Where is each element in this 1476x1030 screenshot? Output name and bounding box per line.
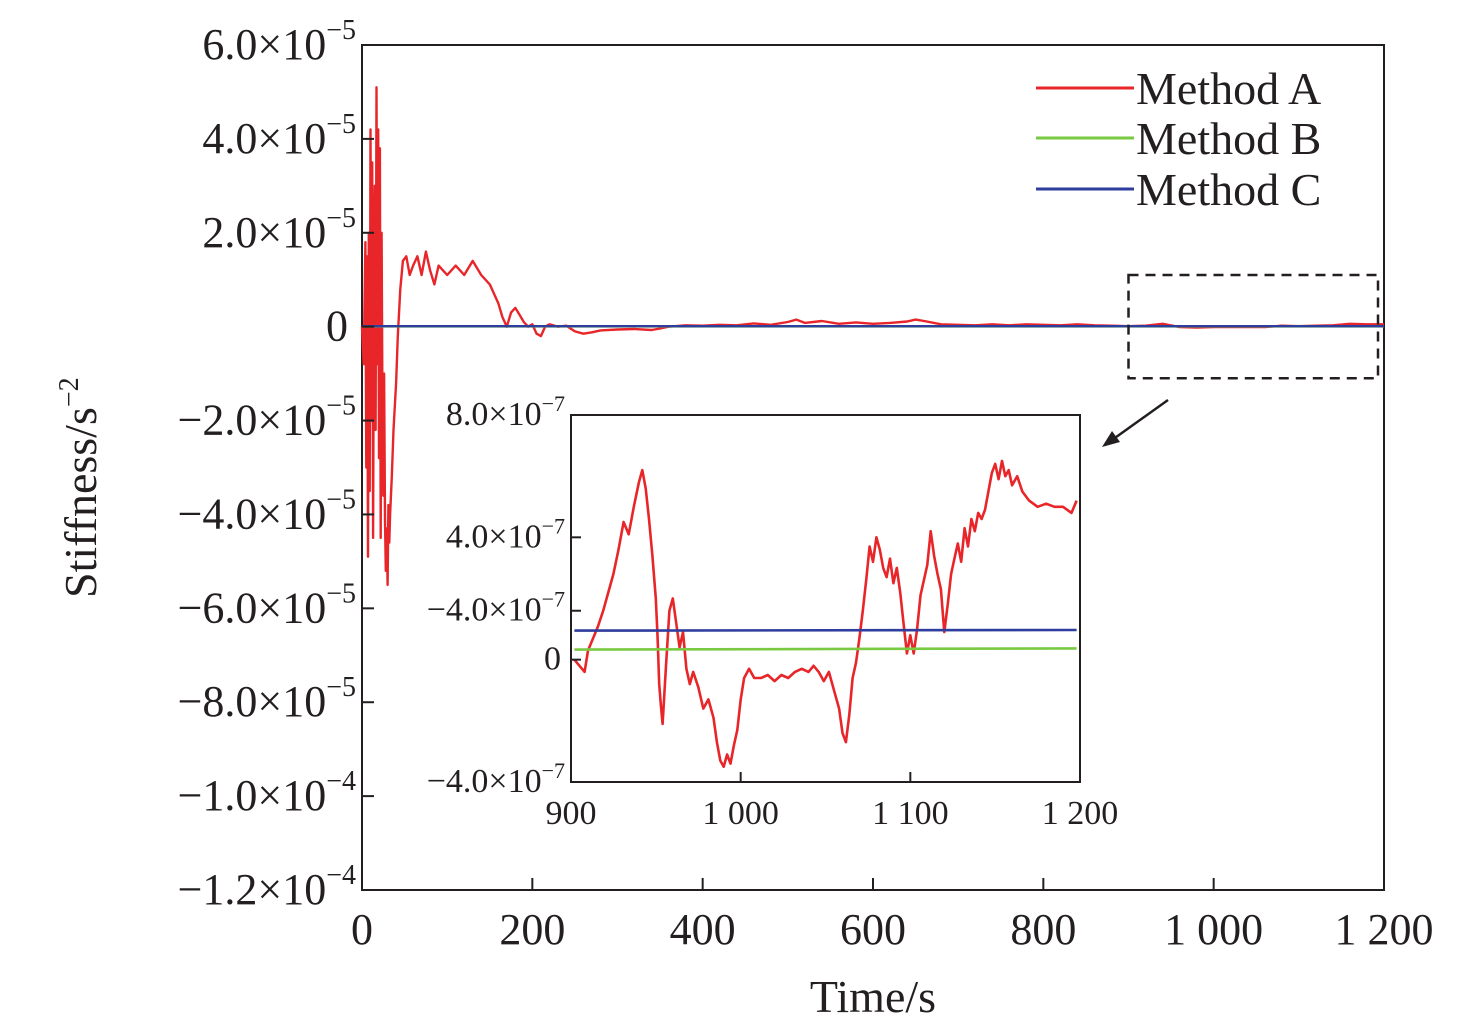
main-y-tick-label: 6.0×10−5: [202, 15, 356, 69]
inset-series-method-c: [574, 628, 1077, 632]
inset-plot: 8.0×10−7 4.0×10−7 −4.0×10−7 0 −4.0×10−7 900 1…: [427, 391, 1119, 832]
main-y-tick-label: 0: [326, 302, 348, 351]
inset-plot-frame: [570, 414, 1081, 783]
main-x-ticks: 0 200 400 600 800 1 000 1 200: [351, 878, 1434, 954]
main-y-tick-label: −6.0×10−5: [178, 578, 356, 632]
x-axis-title: Time/s: [810, 971, 936, 1022]
zoom-region-box: [1127, 273, 1380, 380]
inset-y-ticks: 8.0×10−7 4.0×10−7 −4.0×10−7 0 −4.0×10−7: [427, 391, 581, 800]
inset-x-tick-label: 900: [546, 795, 597, 832]
main-y-ticks: 6.0×10−5 4.0×10−5 2.0×10−5 0 −2.0×10−5 −4.0×1…: [178, 15, 374, 914]
inset-y-tick-label: −4.0×10−7: [427, 587, 565, 629]
inset-x-tick-label: 1 100: [872, 795, 949, 832]
inset-y-tick-label: 4.0×10−7: [446, 513, 565, 555]
inset-series-method-a: [573, 459, 1078, 768]
main-x-tick-label: 200: [499, 905, 565, 954]
inset-y-tick-label: −4.0×10−7: [427, 758, 565, 800]
main-y-tick-label: 2.0×10−5: [202, 203, 356, 257]
inset-y-tick-label: 0: [544, 641, 561, 678]
legend-label-method-a: Method A: [1136, 63, 1321, 114]
y-axis-title-exponent: −2: [54, 377, 85, 407]
main-x-tick-label: 400: [670, 905, 736, 954]
main-series-group: [360, 86, 1384, 587]
main-series-method-a: [360, 86, 1384, 587]
main-y-tick-label: −1.0×10−4: [178, 766, 356, 820]
legend-label-method-b: Method B: [1136, 113, 1321, 164]
main-y-tick-label: −8.0×10−5: [178, 672, 356, 726]
main-x-tick-label: 1 000: [1164, 905, 1263, 954]
main-y-tick-label: −4.0×10−5: [178, 484, 356, 538]
y-axis-title: Stiffness/s−2: [54, 377, 106, 598]
zoom-arrow: [1102, 398, 1169, 447]
inset-x-tick-label: 1 000: [702, 795, 779, 832]
main-plot: 6.0×10−5 4.0×10−5 2.0×10−5 0 −2.0×10−5 −4.0×1…: [54, 15, 1434, 1022]
legend-label-method-c: Method C: [1136, 164, 1321, 215]
main-x-tick-label: 800: [1010, 905, 1076, 954]
inset-x-ticks: 900 1 000 1 100 1 200: [546, 772, 1119, 832]
main-x-tick-label: 1 200: [1335, 905, 1434, 954]
y-axis-title-text: Stiffness/s: [55, 407, 106, 598]
main-y-tick-label: −2.0×10−5: [178, 391, 356, 445]
main-y-tick-label: 4.0×10−5: [202, 109, 356, 163]
legend: Method A Method B Method C: [1036, 63, 1321, 215]
main-x-tick-label: 600: [840, 905, 906, 954]
inset-series-method-b: [574, 647, 1077, 651]
main-x-tick-label: 0: [351, 905, 373, 954]
inset-y-tick-label: 8.0×10−7: [446, 391, 565, 433]
main-y-tick-label: −1.2×10−4: [178, 860, 356, 914]
inset-series-group: [573, 459, 1078, 768]
inset-x-tick-label: 1 200: [1042, 795, 1119, 832]
